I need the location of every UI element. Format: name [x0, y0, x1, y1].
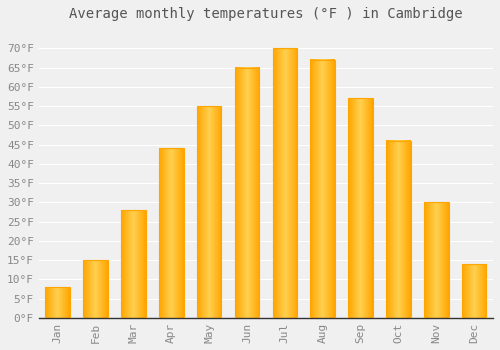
Bar — [121, 210, 146, 318]
Bar — [386, 141, 410, 318]
Bar — [84, 260, 108, 318]
Bar — [424, 202, 448, 318]
Bar — [348, 98, 373, 318]
Bar — [272, 48, 297, 318]
Bar — [197, 106, 222, 318]
Bar — [159, 148, 184, 318]
Bar — [234, 68, 260, 318]
Bar — [46, 287, 70, 318]
Bar — [462, 264, 486, 318]
Bar — [310, 60, 335, 318]
Title: Average monthly temperatures (°F ) in Cambridge: Average monthly temperatures (°F ) in Ca… — [69, 7, 462, 21]
